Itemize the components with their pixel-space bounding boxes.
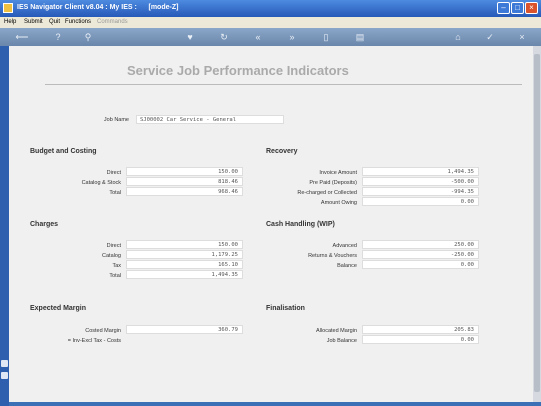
recovery-invoice-label: Invoice Amount — [319, 170, 357, 176]
sidebar — [0, 46, 9, 406]
recovery-heading: Recovery — [266, 148, 298, 155]
sidebar-panel-icon[interactable] — [1, 360, 8, 367]
cash-balance-label: Balance — [337, 263, 357, 269]
recovery-prepaid-field[interactable]: -500.00 — [362, 177, 479, 186]
margin-costed-field[interactable]: 360.79 — [126, 325, 243, 334]
search-icon[interactable]: ⚲ — [84, 32, 92, 42]
cash-returns-label: Returns & Vouchers — [308, 253, 357, 259]
budget-heading: Budget and Costing — [30, 148, 97, 155]
menu-functions[interactable]: Functions — [65, 19, 92, 25]
cash-returns-field[interactable]: -250.00 — [362, 250, 479, 259]
job-name-field[interactable]: SJ00002 Car Service - General — [136, 115, 284, 124]
charges-direct-field[interactable]: 150.00 — [126, 240, 243, 249]
finalisation-heading: Finalisation — [266, 305, 305, 312]
margin-costed-label: Costed Margin — [85, 328, 121, 334]
cash-balance-field[interactable]: 0.00 — [362, 260, 479, 269]
charges-catalog-field[interactable]: 1,179.25 — [126, 250, 243, 259]
budget-direct-label: Direct — [106, 170, 121, 176]
final-balance-field[interactable]: 0.00 — [362, 335, 479, 344]
scrollbar-thumb[interactable] — [534, 54, 540, 392]
title-bar: IES Navigator Client v8.04 : My IES : [m… — [0, 0, 541, 17]
budget-direct-field[interactable]: 150.00 — [126, 167, 243, 176]
home-icon[interactable]: ⌂ — [455, 32, 461, 42]
final-balance-label: Job Balance — [326, 338, 357, 344]
menu-commands[interactable]: Commands — [97, 19, 128, 25]
recovery-recharged-field[interactable]: -994.35 — [362, 187, 479, 196]
help-icon[interactable]: ? — [55, 32, 61, 42]
favorite-icon[interactable]: ♥ — [187, 32, 193, 42]
minimize-icon[interactable]: – — [497, 2, 510, 14]
back-arrow-icon[interactable]: ⟵ — [15, 32, 29, 42]
mode-label: [mode-Z] — [148, 4, 179, 11]
budget-total-field[interactable]: 968.46 — [126, 187, 243, 196]
charges-heading: Charges — [30, 221, 59, 228]
final-allocated-label: Allocated Margin — [316, 328, 357, 334]
maximize-icon[interactable]: □ — [511, 2, 524, 14]
recovery-recharged-label: Re-charged or Collected — [297, 190, 357, 196]
cash-advanced-label: Advanced — [332, 243, 357, 249]
next-icon[interactable]: » — [289, 32, 295, 42]
recovery-owing-field[interactable]: 0.00 — [362, 197, 479, 206]
menu-submit[interactable]: Submit — [24, 19, 43, 25]
menu-help[interactable]: Help — [4, 19, 17, 25]
toolbar: ⟵ ? ⚲ ♥ ↻ « » ▯ ▤ ⌂ ✓ × — [0, 28, 541, 46]
title-divider — [45, 84, 522, 85]
recovery-prepaid-label: Pre Paid (Deposits) — [309, 180, 357, 186]
margin-heading: Expected Margin — [30, 305, 87, 312]
budget-catalog-label: Catalog & Stock — [81, 180, 121, 186]
cash-advanced-field[interactable]: 250.00 — [362, 240, 479, 249]
charges-tax-field[interactable]: 165.10 — [126, 260, 243, 269]
final-allocated-field[interactable]: 205.83 — [362, 325, 479, 334]
app-icon — [3, 3, 13, 13]
charges-total-label: Total — [109, 273, 121, 279]
previous-icon[interactable]: « — [255, 32, 261, 42]
vertical-scrollbar[interactable] — [533, 46, 541, 402]
refresh-icon[interactable]: ↻ — [220, 32, 228, 42]
print-icon[interactable]: ▤ — [355, 32, 365, 42]
margin-formula-label: = Inv-Excl Tax - Costs — [67, 338, 121, 344]
charges-total-field[interactable]: 1,494.35 — [126, 270, 243, 279]
window-title: IES Navigator Client v8.04 : My IES : [m… — [17, 4, 179, 11]
cancel-icon[interactable]: × — [519, 32, 525, 42]
sidebar-user-icon[interactable] — [1, 372, 8, 379]
close-icon[interactable]: × — [525, 2, 538, 14]
confirm-icon[interactable]: ✓ — [486, 32, 494, 42]
menu-quit[interactable]: Quit — [49, 19, 61, 25]
charges-catalog-label: Catalog — [102, 253, 121, 259]
cash-heading: Cash Handling (WIP) — [266, 221, 335, 228]
page-title: Service Job Performance Indicators — [127, 63, 349, 78]
recovery-invoice-field[interactable]: 1,494.35 — [362, 167, 479, 176]
charges-tax-label: Tax — [112, 263, 121, 269]
document-icon[interactable]: ▯ — [323, 32, 329, 42]
budget-catalog-field[interactable]: 818.46 — [126, 177, 243, 186]
menu-bar: Help Submit Quit Functions Commands — [0, 17, 541, 28]
charges-direct-label: Direct — [106, 243, 121, 249]
main-panel: Service Job Performance Indicators Job N… — [9, 46, 533, 402]
budget-total-label: Total — [109, 190, 121, 196]
job-name-label: Job Name — [103, 117, 129, 123]
recovery-owing-label: Amount Owing — [320, 200, 357, 206]
